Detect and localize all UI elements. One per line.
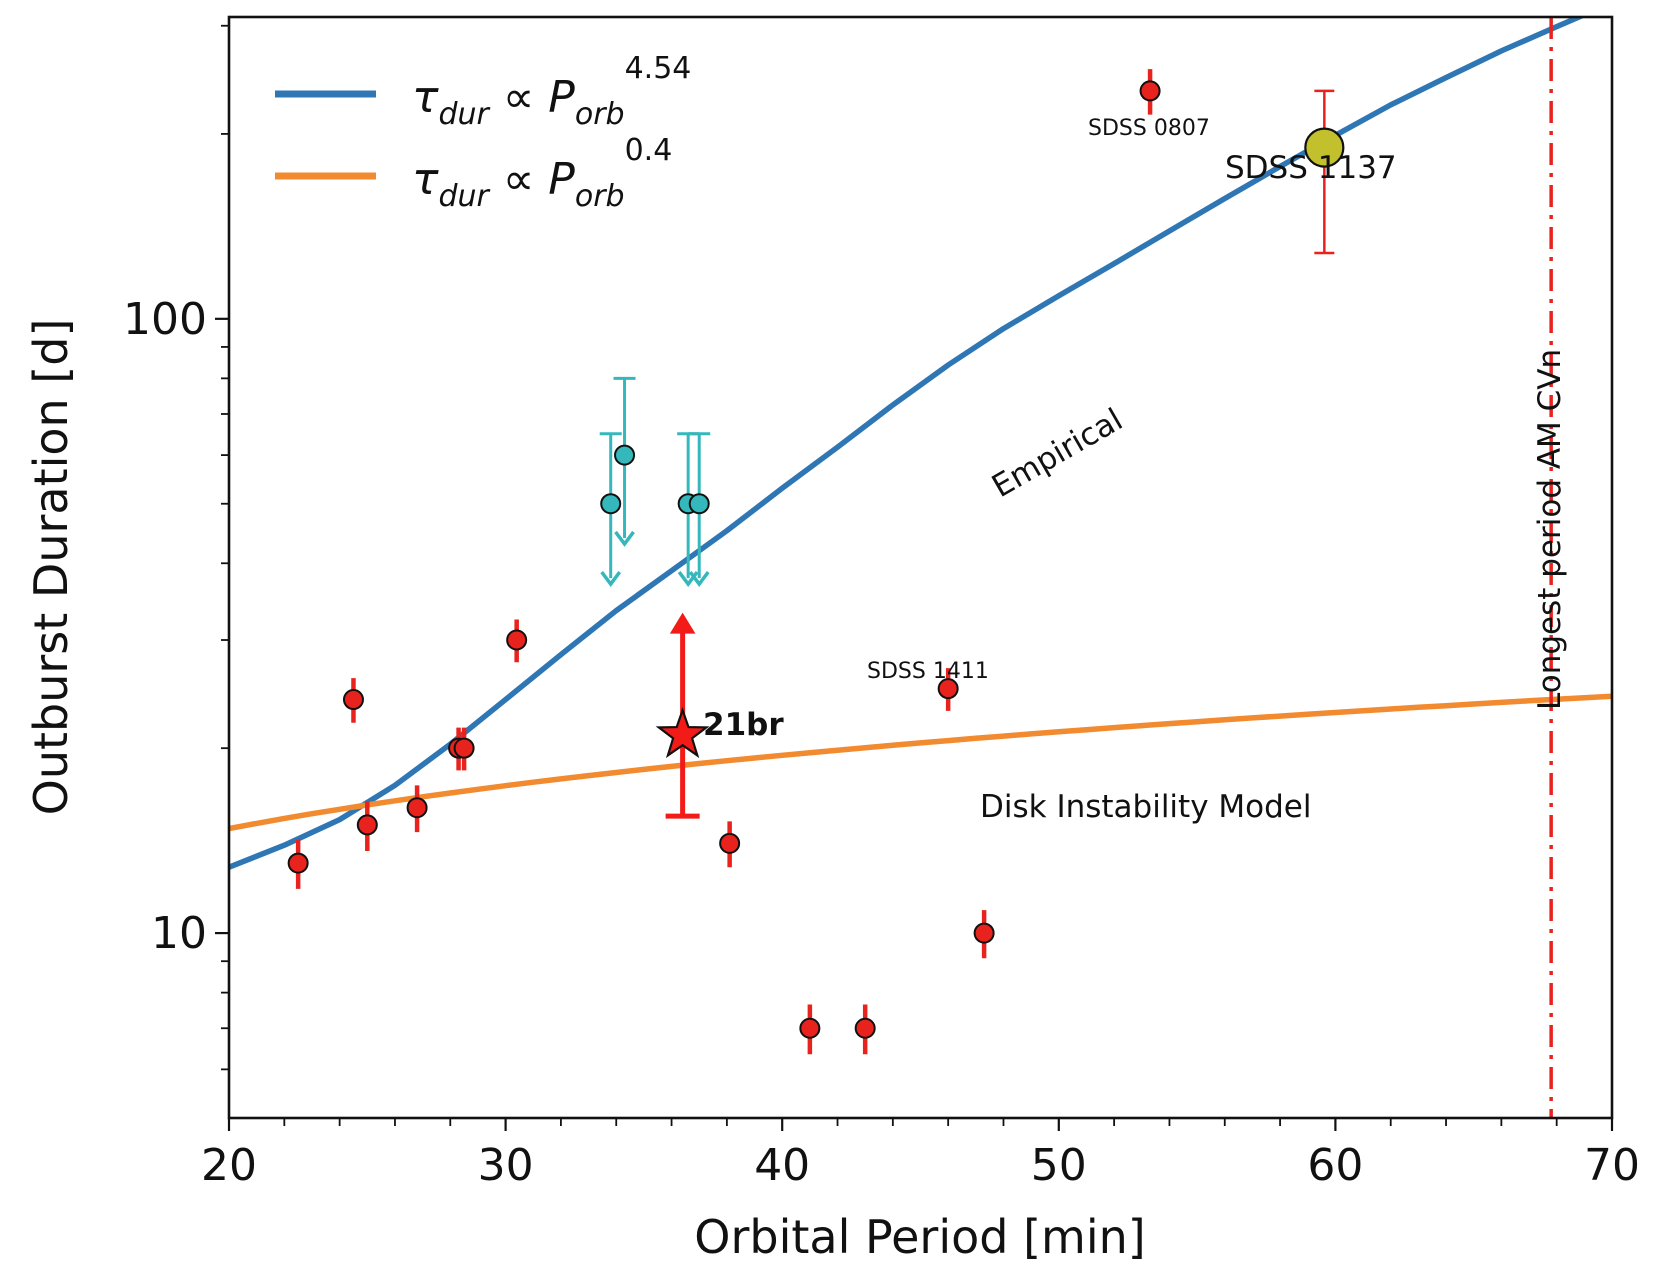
data-point [719, 821, 741, 868]
plot-frame [227, 15, 1614, 1120]
upper-limit-marker [600, 493, 622, 515]
curves-layer [229, 17, 1612, 870]
annotation-21br: 21br [703, 707, 784, 743]
data-marker [506, 629, 528, 651]
data-point [342, 678, 364, 723]
x-tick-label: 70 [1584, 1140, 1640, 1191]
x-tick-label: 60 [1307, 1140, 1363, 1191]
markers-layer [287, 69, 1345, 1055]
annotation-sdss0807: SDSS 0807 [1088, 116, 1210, 141]
axis-tick-labels: 20 30 40 50 60 70 10 100 [123, 294, 1640, 1191]
data-marker [1139, 80, 1161, 102]
x-tick-label: 50 [1031, 1140, 1087, 1191]
y-axis-label: Outburst Duration [d] [24, 319, 78, 816]
upper-limit-arrow [600, 571, 622, 587]
x-axis-label: Orbital Period [min] [694, 1210, 1145, 1264]
upper-limit-arrow [688, 571, 710, 587]
y-tick-label: 10 [151, 908, 207, 959]
annotation-sdss1411: SDSS 1411 [867, 659, 989, 684]
annotation-empirical: Empirical [986, 402, 1129, 505]
data-point [1139, 69, 1161, 115]
x-tick-label: 20 [201, 1140, 257, 1191]
data-marker [973, 922, 995, 944]
annotation-longest-period: Longest period AM CVn [1532, 349, 1568, 710]
data-marker [719, 832, 741, 854]
upper-limit-point [688, 432, 711, 587]
upper-limit-marker [688, 493, 710, 515]
data-marker [287, 852, 309, 874]
star-21br-point [655, 612, 710, 819]
data-marker [937, 678, 959, 700]
data-point [973, 910, 995, 959]
legend: τdur ∝ Porb4.54 τdur ∝ Porb0.4 [275, 51, 691, 214]
upper-limit-point [613, 376, 636, 547]
star-21br-marker [655, 706, 710, 759]
x-tick-label: 30 [478, 1140, 534, 1191]
upper-limit-marker [614, 444, 636, 466]
sdss1137-marker [1304, 127, 1345, 168]
data-marker [854, 1017, 876, 1039]
legend-label-disk: τdur ∝ Porb0.4 [412, 133, 672, 214]
x-tick-label: 40 [754, 1140, 810, 1191]
data-marker [453, 737, 475, 759]
data-marker [356, 814, 378, 836]
star-arrow-head [669, 612, 696, 634]
axis-ticks [215, 24, 1614, 1131]
upper-limit-arrow [614, 530, 635, 547]
upper-limit-point [599, 432, 622, 587]
data-marker [342, 689, 364, 711]
empirical-curve [229, 17, 1586, 870]
annotation-sdss1137: SDSS 1137 [1225, 150, 1397, 186]
legend-label-empirical: τdur ∝ Porb4.54 [412, 51, 691, 132]
data-marker [406, 797, 428, 819]
data-point [453, 727, 475, 771]
data-point [799, 1004, 821, 1055]
disk-instability-curve [229, 693, 1612, 832]
sdss1137-point [1304, 89, 1345, 255]
data-point [506, 619, 528, 663]
data-point [287, 839, 309, 889]
data-point [406, 785, 428, 833]
data-point [854, 1004, 876, 1055]
annotation-disk-instability: Disk Instability Model [980, 789, 1311, 825]
data-marker [799, 1017, 821, 1039]
y-tick-label: 100 [123, 294, 207, 345]
data-point [356, 801, 378, 852]
data-point [937, 668, 959, 711]
